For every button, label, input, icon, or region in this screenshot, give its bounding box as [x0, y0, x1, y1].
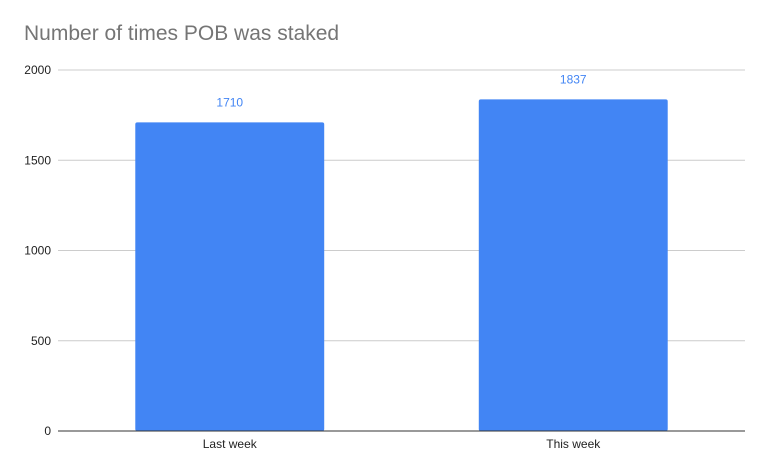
- y-tick-label: 1000: [24, 244, 51, 258]
- bar: [478, 99, 668, 431]
- y-tick-label: 2000: [24, 63, 51, 77]
- bars: [135, 99, 668, 431]
- data-labels: 1710 1837: [216, 72, 587, 109]
- y-tick-label: 500: [31, 334, 51, 348]
- chart-title: Number of times POB was staked: [24, 22, 340, 45]
- data-label: 1710: [216, 95, 243, 109]
- x-tick-label: Last week: [203, 437, 258, 451]
- x-tick-label: This week: [546, 437, 601, 451]
- y-tick-label: 1500: [24, 153, 51, 167]
- y-tick-label: 0: [44, 424, 51, 438]
- data-label: 1837: [560, 72, 587, 86]
- y-axis-tick-labels: 0 500 1000 1500 2000: [24, 63, 51, 438]
- x-axis-tick-labels: Last week This week: [203, 437, 602, 451]
- bar: [135, 122, 325, 431]
